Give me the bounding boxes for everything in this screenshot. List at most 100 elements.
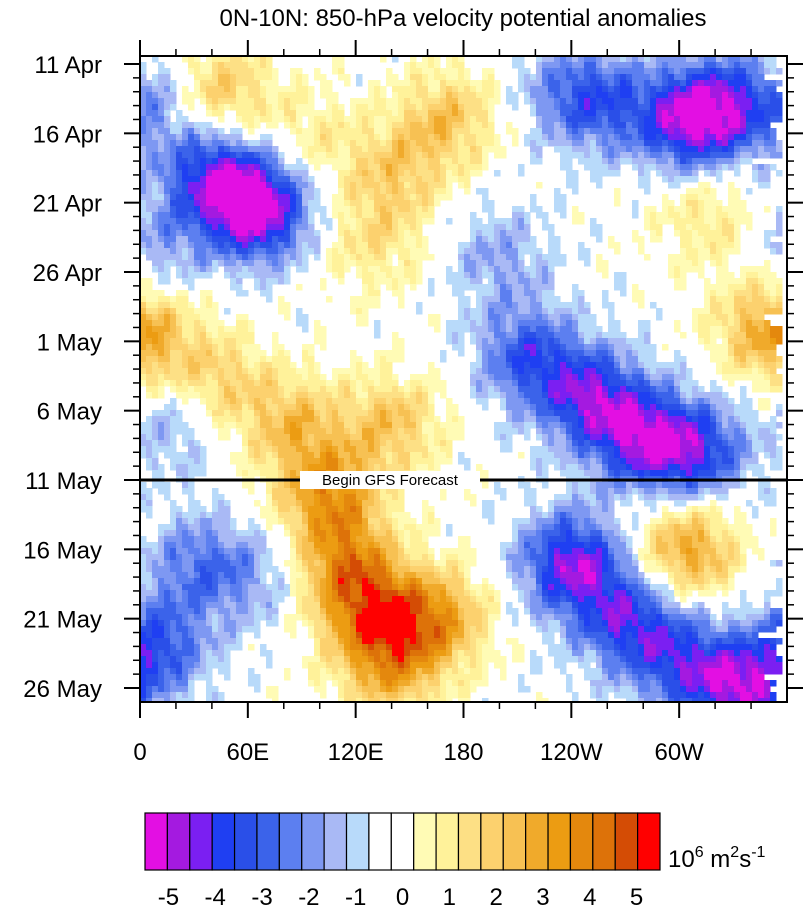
- heat-cell: [416, 638, 423, 645]
- heat-cell: [614, 518, 621, 525]
- heat-cell: [332, 410, 339, 417]
- heat-cell: [482, 614, 489, 621]
- heat-cell: [404, 638, 411, 645]
- heat-cell: [296, 608, 303, 615]
- heat-cell: [386, 500, 405, 507]
- heat-cell: [542, 374, 561, 381]
- heat-cell: [272, 602, 279, 609]
- heat-cell: [482, 404, 489, 411]
- heat-cell: [230, 518, 237, 525]
- heat-cell: [542, 392, 549, 399]
- heat-cell: [308, 116, 315, 123]
- heat-cell: [350, 206, 357, 213]
- heat-cell: [608, 554, 615, 561]
- heat-cell: [494, 86, 501, 93]
- heat-cell: [458, 542, 471, 549]
- heat-cell: [176, 620, 183, 627]
- heat-cell: [332, 500, 345, 507]
- heat-cell: [434, 422, 441, 429]
- heat-cell: [518, 536, 525, 543]
- heat-cell: [482, 356, 489, 363]
- heat-cell: [698, 560, 705, 567]
- heat-cell: [728, 632, 747, 639]
- heat-cell: [398, 488, 405, 495]
- heat-cell: [302, 146, 309, 153]
- heat-cell: [620, 536, 627, 543]
- heat-cell: [302, 572, 309, 579]
- heat-cell: [602, 122, 609, 129]
- heat-cell: [230, 524, 237, 531]
- heat-cell: [338, 596, 345, 603]
- heat-cell: [704, 554, 711, 561]
- heat-cell: [752, 164, 759, 171]
- heat-cell: [314, 122, 321, 129]
- heat-cell: [572, 608, 579, 615]
- heat-cell: [434, 428, 447, 435]
- heat-cell: [698, 56, 705, 63]
- heat-cell: [410, 248, 429, 255]
- heat-cell: [656, 116, 663, 123]
- heat-cell: [146, 116, 153, 123]
- heat-cell: [722, 68, 735, 75]
- heat-cell: [734, 242, 741, 249]
- heat-cell: [716, 620, 723, 627]
- heat-cell: [248, 548, 255, 555]
- heat-cell: [548, 260, 567, 267]
- heat-cell: [542, 368, 549, 375]
- heat-cell: [722, 368, 753, 375]
- heat-cell: [680, 86, 687, 93]
- heat-cell: [584, 572, 597, 579]
- heat-cell: [548, 650, 573, 657]
- heat-cell: [692, 86, 711, 93]
- heat-cell: [656, 368, 675, 375]
- heat-cell: [434, 200, 441, 207]
- heat-cell: [344, 506, 351, 513]
- heat-cell: [458, 452, 465, 459]
- heat-cell: [536, 152, 543, 159]
- heat-cell: [284, 266, 291, 273]
- heat-cell: [722, 518, 729, 525]
- heat-cell: [686, 80, 693, 87]
- heat-cell: [338, 512, 363, 519]
- heat-cell: [428, 200, 435, 207]
- heat-cell: [734, 350, 747, 357]
- heat-cell: [572, 98, 579, 105]
- heat-cell: [488, 350, 495, 357]
- heat-cell: [710, 290, 717, 297]
- heat-cell: [524, 266, 537, 273]
- heat-cell: [224, 260, 237, 267]
- heat-cell: [236, 320, 249, 327]
- heat-cell: [578, 536, 591, 543]
- heat-cell: [554, 524, 561, 531]
- heat-cell: [722, 326, 729, 333]
- heat-cell: [158, 128, 171, 135]
- heat-cell: [644, 446, 681, 453]
- heat-cell: [518, 74, 525, 81]
- heat-cell: [734, 164, 741, 171]
- heat-cell: [500, 320, 507, 327]
- heat-cell: [248, 452, 255, 459]
- heat-cell: [710, 326, 723, 333]
- heat-cell: [386, 398, 393, 405]
- heat-cell: [686, 74, 693, 81]
- heat-cell: [206, 548, 213, 555]
- heat-cell: [596, 560, 603, 567]
- heat-cell: [140, 572, 153, 579]
- heat-cell: [656, 164, 675, 171]
- heat-cell: [392, 572, 399, 579]
- heat-cell: [380, 218, 393, 225]
- heat-cell: [278, 164, 285, 171]
- heat-cell: [272, 68, 279, 75]
- heat-cell: [206, 614, 213, 621]
- heat-cell: [584, 626, 609, 633]
- heat-cell: [188, 194, 195, 201]
- heat-cell: [668, 416, 687, 423]
- heat-cell: [716, 626, 729, 633]
- heat-cell: [194, 80, 201, 87]
- heat-cell: [326, 260, 333, 267]
- heat-cell: [716, 578, 729, 585]
- heat-cell: [752, 176, 759, 183]
- heat-cell: [458, 56, 465, 63]
- heat-cell: [476, 290, 495, 297]
- heat-cell: [662, 110, 669, 117]
